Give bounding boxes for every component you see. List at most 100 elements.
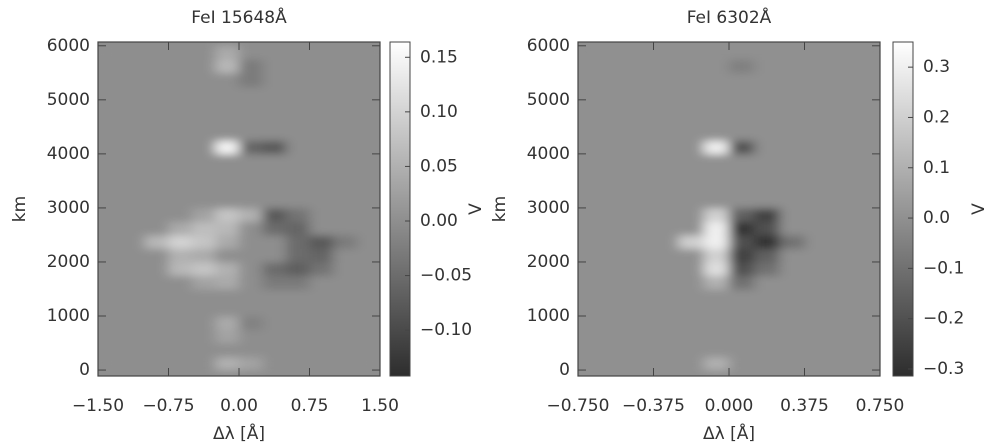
heatmap-cell <box>122 194 146 208</box>
heatmap-cell <box>628 343 654 357</box>
heatmap-cell <box>578 73 604 87</box>
colorbar-tick-label: 0.00 <box>420 211 458 231</box>
heatmap-cell <box>754 140 780 154</box>
heatmap-cell <box>333 86 357 100</box>
heatmap-cell <box>357 59 381 73</box>
heatmap-cell <box>169 302 193 316</box>
heatmap-cell <box>679 262 705 276</box>
heatmap-cell <box>169 235 193 249</box>
x-tick-label: −0.375 <box>622 396 685 416</box>
heatmap-cell <box>654 86 680 100</box>
heatmap-cell <box>333 235 357 249</box>
heatmap-cell <box>239 59 263 73</box>
heatmap-cell <box>239 46 263 60</box>
heatmap-cell <box>286 248 310 262</box>
heatmap-cell <box>98 235 122 249</box>
y-tick-label: 1000 <box>47 306 90 326</box>
heatmap-cell <box>263 59 287 73</box>
y-tick-label: 5000 <box>527 90 570 110</box>
heatmap-cell <box>239 86 263 100</box>
heatmap-cell <box>263 73 287 87</box>
heatmap-cell <box>704 275 730 289</box>
heatmap-cell <box>263 248 287 262</box>
heatmap-cell <box>603 221 629 235</box>
heatmap-cell <box>779 208 805 222</box>
heatmap-cell <box>192 248 216 262</box>
heatmap-cell <box>357 46 381 60</box>
heatmap-cell <box>729 167 755 181</box>
heatmap-cell <box>169 262 193 276</box>
heatmap-cell <box>98 208 122 222</box>
heatmap-cell <box>216 208 240 222</box>
heatmap-cell <box>654 59 680 73</box>
heatmap-cell <box>333 208 357 222</box>
heatmap-cell <box>704 154 730 168</box>
heatmap-cell <box>679 86 705 100</box>
heatmap-cell <box>704 235 730 249</box>
heatmap-cell <box>578 316 604 330</box>
heatmap-cell <box>654 100 680 114</box>
heatmap-cell <box>216 59 240 73</box>
heatmap-cell <box>263 208 287 222</box>
heatmap-cell <box>855 275 881 289</box>
heatmap-cell <box>216 154 240 168</box>
heatmap-cell <box>169 113 193 127</box>
heatmap-cell <box>310 181 334 195</box>
heatmap-cell <box>679 343 705 357</box>
heatmap-cell <box>729 302 755 316</box>
y-tick-label: 4000 <box>527 144 570 164</box>
colorbar-tick-label: −0.1 <box>923 258 964 278</box>
heatmap-cell <box>805 59 831 73</box>
heatmap-cell <box>578 302 604 316</box>
heatmap-cell <box>333 127 357 141</box>
y-tick-label: 4000 <box>47 144 90 164</box>
heatmap-cell <box>122 343 146 357</box>
heatmap-cell <box>654 46 680 60</box>
heatmap-cell <box>805 73 831 87</box>
y-tick-label: 6000 <box>47 36 90 56</box>
y-tick-label: 2000 <box>47 252 90 272</box>
heatmap-cell <box>830 127 856 141</box>
heatmap-cell <box>192 154 216 168</box>
heatmap-cell <box>145 330 169 344</box>
heatmap-cell <box>578 113 604 127</box>
heatmap-cell <box>286 235 310 249</box>
heatmap-cell <box>310 235 334 249</box>
heatmap-cell <box>628 302 654 316</box>
heatmap-cell <box>216 357 240 371</box>
heatmap-cell <box>729 343 755 357</box>
heatmap-cell <box>169 194 193 208</box>
heatmap-cell <box>98 275 122 289</box>
heatmap-cell <box>603 194 629 208</box>
heatmap-cell <box>729 181 755 195</box>
colorbar-tick-label: −0.2 <box>923 309 964 329</box>
heatmap-cell <box>169 181 193 195</box>
heatmap-cell <box>333 221 357 235</box>
heatmap-cell <box>779 86 805 100</box>
heatmap-cell <box>310 86 334 100</box>
heatmap-cell <box>628 167 654 181</box>
y-tick-label: 2000 <box>527 252 570 272</box>
heatmap-cell <box>855 302 881 316</box>
y-tick-label: 3000 <box>47 198 90 218</box>
heatmap-cell <box>169 127 193 141</box>
heatmap-cell <box>286 46 310 60</box>
heatmap-cell <box>310 248 334 262</box>
heatmap-cell <box>333 113 357 127</box>
heatmap-cell <box>578 181 604 195</box>
heatmap-cell <box>192 46 216 60</box>
heatmap-cell <box>310 275 334 289</box>
heatmap-cell <box>779 59 805 73</box>
heatmap-cell <box>239 221 263 235</box>
heatmap-cell <box>239 167 263 181</box>
heatmap-cell <box>855 46 881 60</box>
heatmap-cell <box>679 127 705 141</box>
heatmap-cell <box>98 167 122 181</box>
heatmap-cell <box>263 194 287 208</box>
x-tick-label: 0.750 <box>856 396 905 416</box>
heatmap-cell <box>145 194 169 208</box>
heatmap-cell <box>779 262 805 276</box>
heatmap-cell <box>654 127 680 141</box>
heatmap-cell <box>169 154 193 168</box>
heatmap-cell <box>216 316 240 330</box>
